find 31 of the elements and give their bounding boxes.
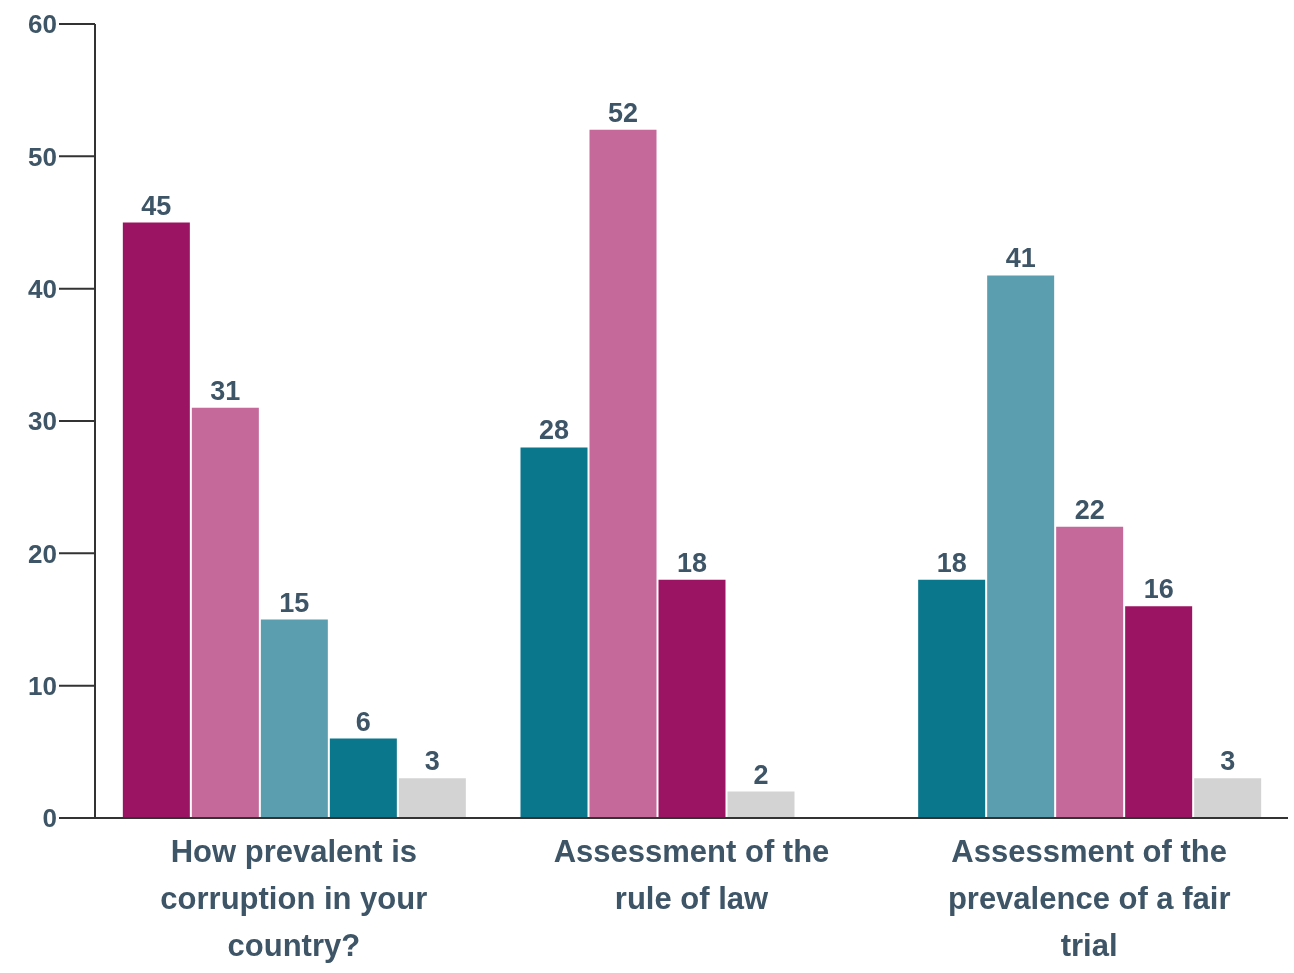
bar bbox=[1194, 778, 1262, 818]
y-tick-label: 40 bbox=[28, 273, 57, 304]
data-label: 45 bbox=[141, 190, 172, 221]
data-label: 52 bbox=[607, 97, 639, 128]
y-tick-label: 60 bbox=[28, 9, 57, 40]
data-label: 16 bbox=[1143, 574, 1174, 605]
x-tick-label: Assessment of the rule of law bbox=[553, 834, 830, 916]
y-tick-label: 0 bbox=[42, 803, 57, 834]
data-label: 41 bbox=[1005, 243, 1036, 274]
y-tick-label: 20 bbox=[28, 538, 57, 569]
data-label: 2 bbox=[753, 759, 769, 790]
bar bbox=[260, 619, 328, 818]
data-label: 28 bbox=[538, 415, 570, 446]
y-tick-label: 50 bbox=[28, 141, 57, 172]
data-label: 15 bbox=[279, 587, 310, 618]
data-label: 18 bbox=[936, 547, 967, 578]
bar bbox=[398, 778, 466, 818]
data-label: 6 bbox=[355, 706, 371, 737]
bar bbox=[191, 407, 259, 818]
data-label: 3 bbox=[424, 746, 440, 777]
y-tick-label: 10 bbox=[28, 670, 57, 701]
bar bbox=[918, 579, 986, 818]
bar bbox=[520, 447, 588, 818]
x-tick-label: How prevalent is corruption in your country? bbox=[160, 834, 428, 963]
data-label: 31 bbox=[210, 375, 241, 406]
data-label: 22 bbox=[1074, 494, 1105, 525]
data-label: 18 bbox=[676, 547, 708, 578]
bar bbox=[589, 129, 657, 818]
x-tick-label: Assessment of the prevalence of a fair trial bbox=[947, 834, 1231, 963]
data-label: 3 bbox=[1220, 746, 1236, 777]
y-tick-label: 30 bbox=[28, 406, 57, 437]
